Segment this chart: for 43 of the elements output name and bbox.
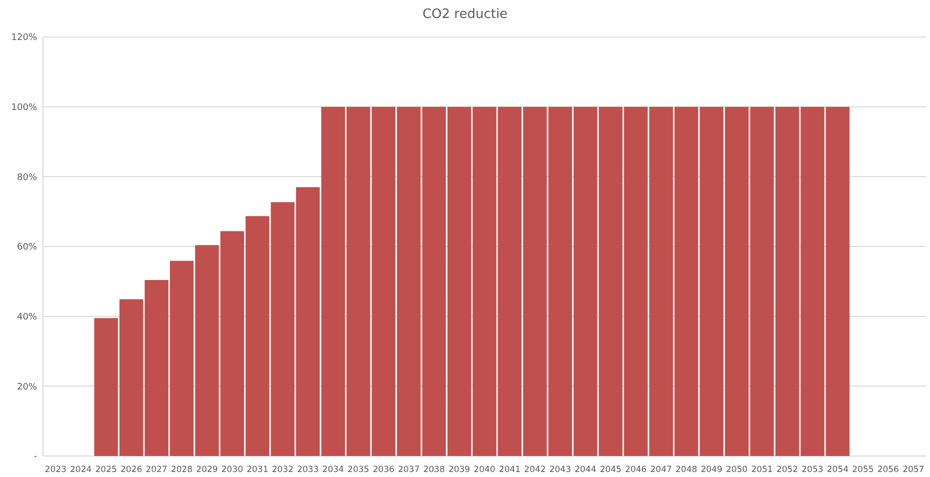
x-tick-label: 2054: [826, 465, 849, 475]
x-tick-label: 2045: [600, 465, 622, 475]
x-tick-label: 2027: [146, 465, 168, 475]
x-tick-label: 2032: [272, 465, 294, 475]
x-tick-label: 2046: [625, 465, 647, 475]
y-tick-label: 120%: [11, 33, 38, 44]
x-tick-label: 2039: [448, 465, 470, 475]
x-tick-label: 2048: [676, 465, 698, 475]
x-tick-label: 2030: [221, 465, 244, 475]
y-tick-label: 60%: [16, 242, 38, 253]
y-tick-label: 20%: [16, 382, 38, 392]
x-tick-label: 2031: [246, 465, 268, 475]
x-tick-label: 2041: [498, 465, 521, 475]
x-tick-label: 2025: [95, 465, 117, 475]
x-tick-label: 2033: [297, 465, 319, 475]
x-tick-label: 2047: [650, 465, 672, 475]
x-tick-label: 2044: [574, 465, 596, 475]
x-tick-label: 2023: [44, 465, 66, 475]
y-tick-label: 40%: [16, 312, 38, 322]
chart-title: CO2 reductie: [422, 7, 508, 22]
x-tick-label: 2053: [802, 465, 824, 475]
x-tick-label: 2026: [120, 465, 142, 475]
x-tick-label: 2034: [322, 465, 344, 475]
x-tick-label: 2056: [877, 465, 899, 475]
x-tick-label: 2049: [700, 465, 722, 475]
x-tick-label: 2028: [170, 465, 193, 475]
x-tick-label: 2043: [549, 465, 572, 475]
x-tick-label: 2042: [524, 465, 546, 475]
y-tick-label: 80%: [16, 172, 38, 183]
y-tick-label: 100%: [11, 102, 38, 113]
x-tick-label: 2037: [398, 465, 420, 475]
x-tick-label: 2050: [726, 465, 748, 475]
x-tick-label: 2038: [423, 465, 445, 475]
x-tick-label: 2036: [372, 465, 394, 475]
x-tick-label: 2055: [852, 465, 874, 475]
x-tick-label: 2051: [751, 465, 773, 475]
x-tick-label: 2035: [348, 465, 370, 475]
x-tick-label: 2057: [902, 465, 924, 475]
x-tick-label: 2029: [196, 465, 218, 475]
x-tick-label: 2024: [70, 465, 92, 475]
y-tick-label: -: [34, 452, 37, 462]
x-tick-label: 2040: [474, 465, 496, 475]
x-tick-label: 2052: [776, 465, 798, 475]
